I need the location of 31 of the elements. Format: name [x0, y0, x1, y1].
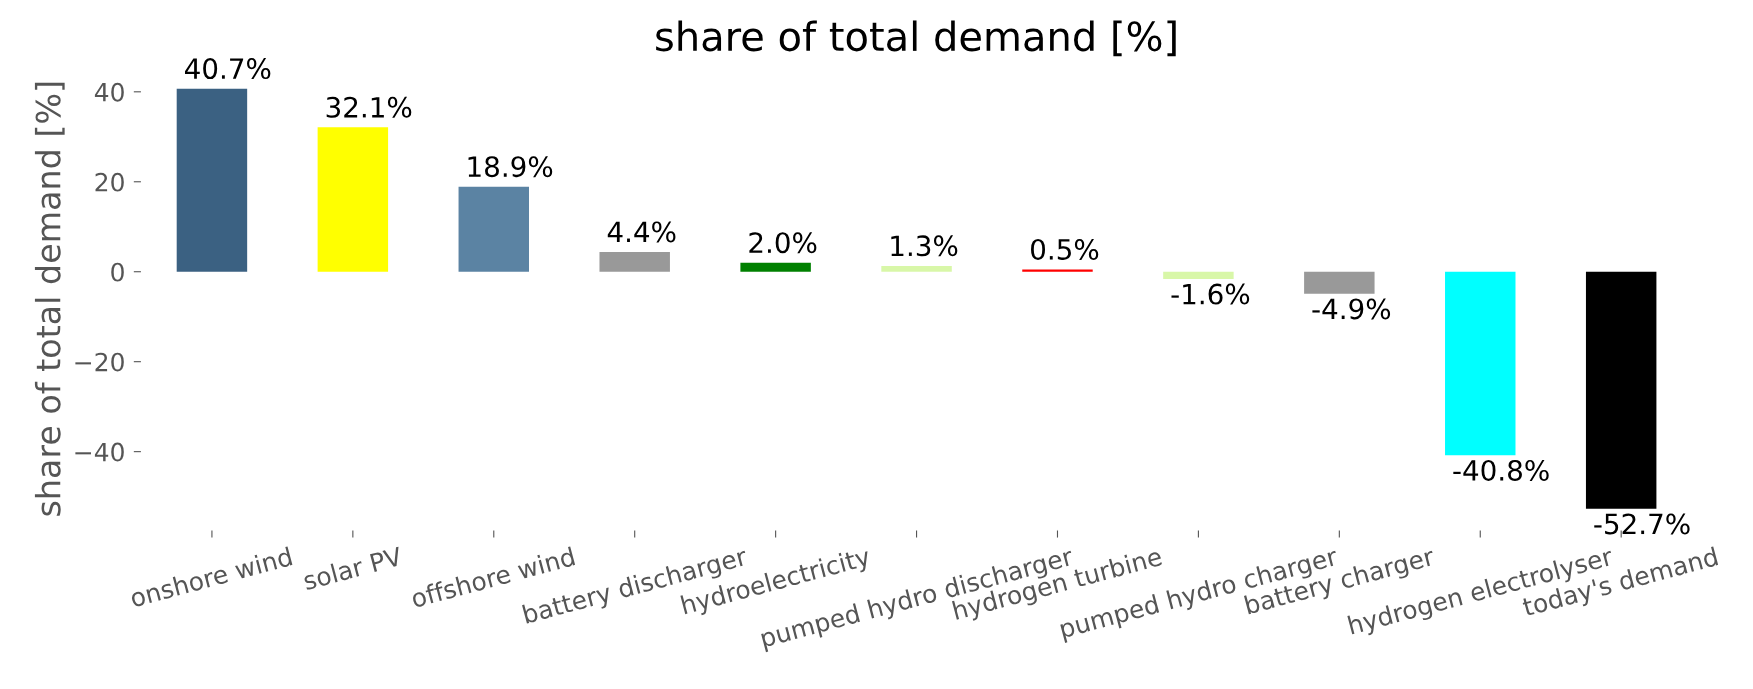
bar: [881, 265, 952, 272]
bar: [740, 262, 811, 272]
bar: [1445, 271, 1516, 456]
bar: [176, 88, 248, 272]
data-label: 18.9%: [468, 156, 553, 178]
bar: [1163, 271, 1234, 279]
data-label: 0.5%: [1031, 238, 1099, 260]
x-tick-label: solar PV: [302, 545, 404, 591]
bar: [599, 251, 670, 272]
data-label: 2.0%: [749, 232, 817, 254]
data-label: -4.9%: [1312, 298, 1391, 320]
data-label: 32.1%: [326, 96, 412, 118]
data-label: -40.8%: [1453, 459, 1549, 481]
bar: [1304, 271, 1375, 294]
data-label: 4.4%: [607, 221, 676, 243]
y-tick-label: −40: [75, 442, 124, 462]
data-label: -1.6%: [1171, 283, 1250, 305]
y-tick-label: 40: [94, 82, 124, 102]
y-tick-label: −20: [75, 352, 124, 372]
bar: [317, 127, 389, 272]
y-axis-title: share of total demand [%]: [34, 82, 65, 516]
bar: [458, 186, 530, 272]
y-tick-label: 20: [95, 172, 124, 192]
data-label: 40.7%: [185, 58, 271, 80]
data-label: 1.3%: [891, 235, 958, 257]
bar: [1585, 271, 1657, 509]
chart-title: share of total demand [%]: [656, 20, 1176, 57]
bar: [1022, 269, 1093, 272]
y-tick-label: 0: [111, 262, 124, 282]
data-label: -52.7%: [1594, 513, 1690, 535]
x-tick-label: onshore wind: [129, 546, 293, 608]
